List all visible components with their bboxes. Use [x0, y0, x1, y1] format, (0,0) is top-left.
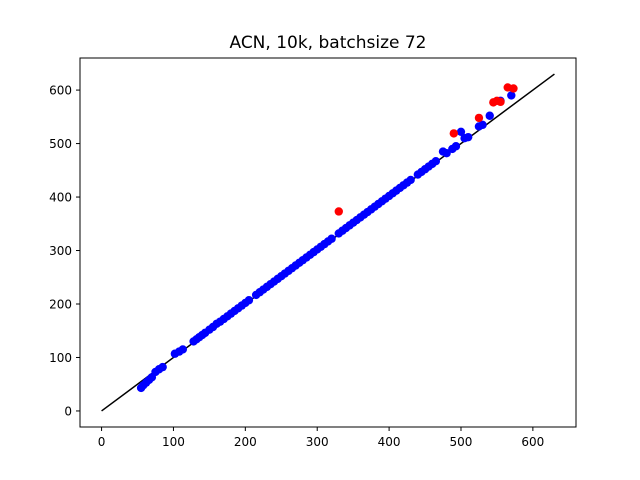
- data-point: [327, 234, 336, 243]
- x-tick-label: 200: [234, 435, 257, 449]
- y-tick-label: 400: [49, 191, 72, 205]
- y-tick-label: 100: [49, 351, 72, 365]
- y-tick-label: 500: [49, 137, 72, 151]
- data-point: [406, 175, 415, 185]
- x-tick-label: 300: [306, 435, 329, 449]
- data-point: [451, 142, 461, 151]
- y-tick-label: 300: [49, 244, 72, 258]
- x-tick-label: 500: [450, 435, 473, 449]
- data-point: [431, 157, 441, 166]
- x-tick-label: 600: [521, 435, 544, 449]
- data-point: [496, 97, 505, 107]
- y-axis: 0 100 200 300 400 500 600: [49, 84, 80, 418]
- data-point: [449, 129, 458, 138]
- data-point: [478, 120, 487, 130]
- data-point: [509, 84, 518, 93]
- data-point: [442, 148, 451, 158]
- plot-frame: [79, 57, 577, 428]
- data-point: [178, 345, 187, 354]
- chart-title: ACN, 10k, batchsize 72: [229, 33, 426, 53]
- points-layer: [136, 83, 518, 393]
- x-tick-label: 0: [98, 435, 106, 449]
- data-point: [244, 296, 254, 305]
- y-tick-label: 0: [64, 404, 72, 418]
- data-point: [456, 127, 466, 136]
- y-tick-label: 600: [49, 84, 72, 98]
- data-point: [507, 91, 516, 100]
- y-tick-label: 200: [49, 298, 72, 312]
- x-tick-label: 400: [378, 435, 401, 449]
- data-point: [485, 111, 494, 120]
- x-axis: 0 100 200 300 400 500 600: [98, 427, 544, 449]
- data-point: [158, 362, 167, 372]
- data-point: [463, 132, 473, 142]
- x-tick-label: 100: [162, 435, 185, 449]
- plot-area: [101, 73, 555, 412]
- data-point: [474, 113, 484, 123]
- data-point: [334, 207, 343, 216]
